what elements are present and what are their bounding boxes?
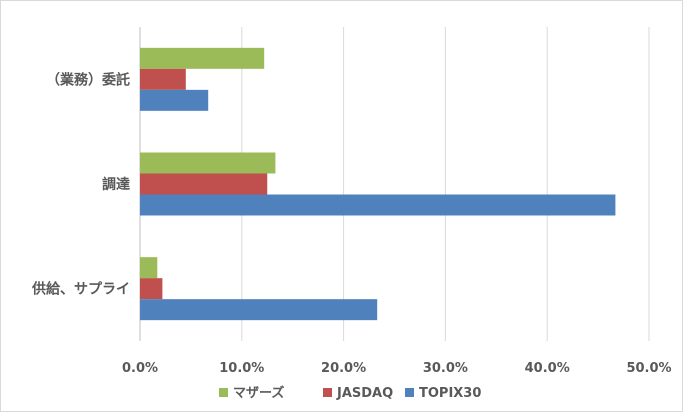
category-label: 調達 [102,176,130,193]
legend-label: JASDAQ [336,386,393,401]
bar-マザーズ-1 [140,152,276,174]
x-tick-label: 0.0% [122,361,158,376]
category-label: 供給、サプライ [31,281,130,298]
legend-swatch [323,388,332,397]
bar-JASDAQ-1 [140,173,268,195]
bar-JASDAQ-2 [140,278,163,300]
category-label: （業務）委託 [46,71,130,88]
bar-マザーズ-2 [140,257,158,279]
x-tick-label: 40.0% [525,361,570,376]
x-tick-label: 50.0% [626,361,671,376]
legend-swatch [405,388,414,397]
bar-TOPIX30-1 [140,194,616,216]
x-tick-label: 30.0% [423,361,468,376]
x-tick-label: 20.0% [321,361,366,376]
bar-TOPIX30-0 [140,89,209,111]
legend-label: TOPIX30 [419,386,481,401]
bar-マザーズ-0 [140,47,265,69]
x-tick-label: 10.0% [219,361,264,376]
bar-JASDAQ-0 [140,68,186,90]
legend-label: マザーズ [233,385,284,401]
bar-TOPIX30-2 [140,299,378,321]
legend-swatch [219,388,228,397]
